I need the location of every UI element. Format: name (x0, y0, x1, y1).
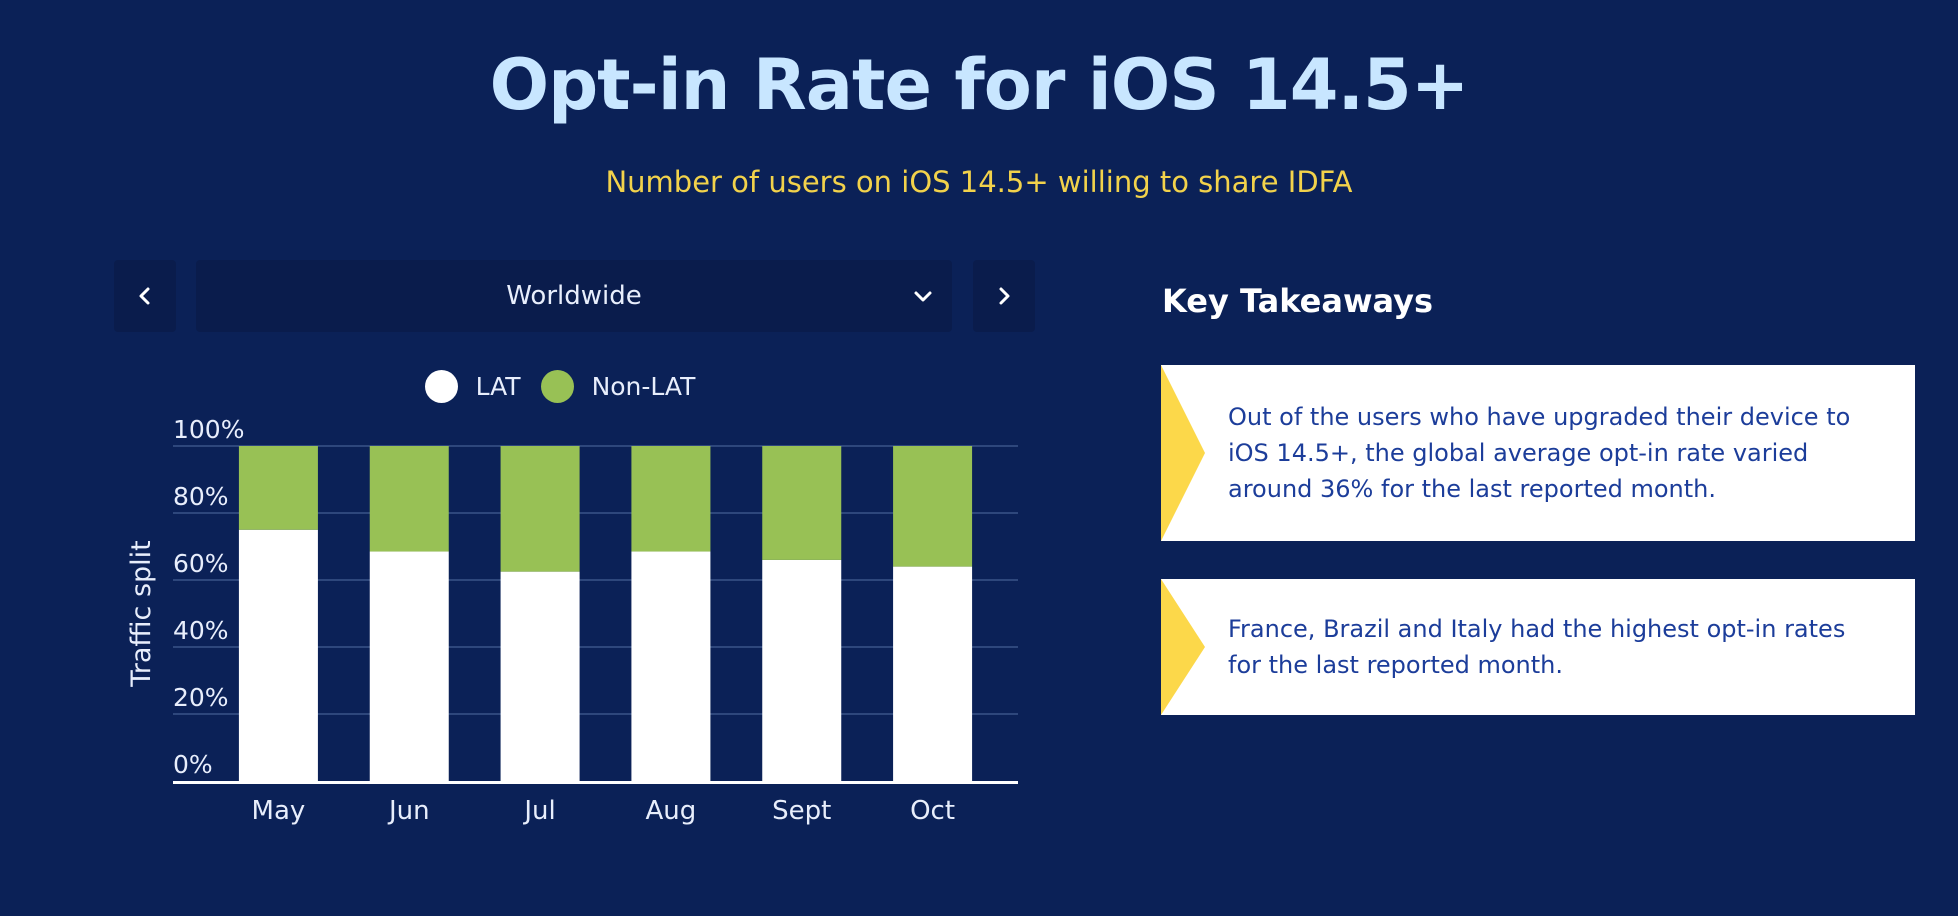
card-accent-arrow-icon (1161, 579, 1205, 715)
bar-nonlat (631, 446, 711, 552)
next-region-button[interactable] (973, 260, 1035, 332)
bar-nonlat (762, 446, 842, 560)
legend-swatch-nonlat (540, 370, 574, 403)
y-tick-label: 0% (173, 750, 213, 779)
takeaway-card-2: France, Brazil and Italy had the highest… (1161, 579, 1915, 715)
bar-lat (238, 529, 318, 781)
stacked-bar-chart: 0% 20% 40% 60% 80% 100% Traffic split May Jun Jul… (126, 415, 1018, 826)
key-takeaways-heading: Key Takeaways (1162, 282, 1434, 320)
card-accent-arrow-icon (1161, 365, 1205, 541)
chart-legend: LAT Non-LAT (0, 370, 1120, 403)
page-title: Opt-in Rate for iOS 14.5+ (489, 44, 1470, 126)
bar-nonlat (369, 446, 449, 552)
legend-item-lat[interactable]: LAT (424, 370, 521, 403)
y-tick-label: 20% (173, 683, 229, 712)
bar-nonlat (238, 446, 318, 530)
region-dropdown-value: Worldwide (506, 281, 642, 311)
bar-lat (762, 559, 842, 781)
bar-lat (500, 571, 580, 781)
x-tick-label: May (252, 796, 306, 826)
bar-nonlat (893, 446, 973, 567)
x-tick-label: Oct (910, 796, 955, 826)
bar-lat (631, 551, 711, 781)
x-tick-label: Jul (522, 796, 555, 826)
legend-swatch-lat (424, 370, 458, 403)
x-tick-label: Jun (387, 796, 430, 826)
region-dropdown[interactable]: Worldwide (196, 260, 952, 332)
takeaway-text-2: France, Brazil and Italy had the highest… (1228, 615, 1846, 679)
y-axis-title: Traffic split (126, 540, 157, 688)
bar-nonlat (500, 446, 580, 572)
chevron-left-icon (139, 287, 150, 305)
chevron-down-icon (914, 291, 932, 302)
legend-label-lat: LAT (475, 372, 521, 401)
y-tick-label: 100% (173, 415, 244, 444)
legend-item-nonlat[interactable]: Non-LAT (540, 370, 696, 403)
takeaway-text-1: Out of the users who have upgraded their… (1228, 403, 1851, 503)
bar-lat (369, 551, 449, 781)
x-tick-label: Aug (646, 796, 697, 826)
page-subtitle: Number of users on iOS 14.5+ willing to … (605, 165, 1353, 199)
prev-region-button[interactable] (114, 260, 176, 332)
bar-lat (893, 566, 973, 781)
takeaway-card-1: Out of the users who have upgraded their… (1161, 365, 1915, 541)
y-tick-label: 80% (173, 482, 229, 511)
y-tick-label: 40% (173, 616, 229, 645)
x-tick-label: Sept (772, 796, 831, 826)
y-tick-label: 60% (173, 549, 229, 578)
legend-label-nonlat: Non-LAT (591, 372, 696, 401)
chevron-right-icon (999, 287, 1010, 305)
